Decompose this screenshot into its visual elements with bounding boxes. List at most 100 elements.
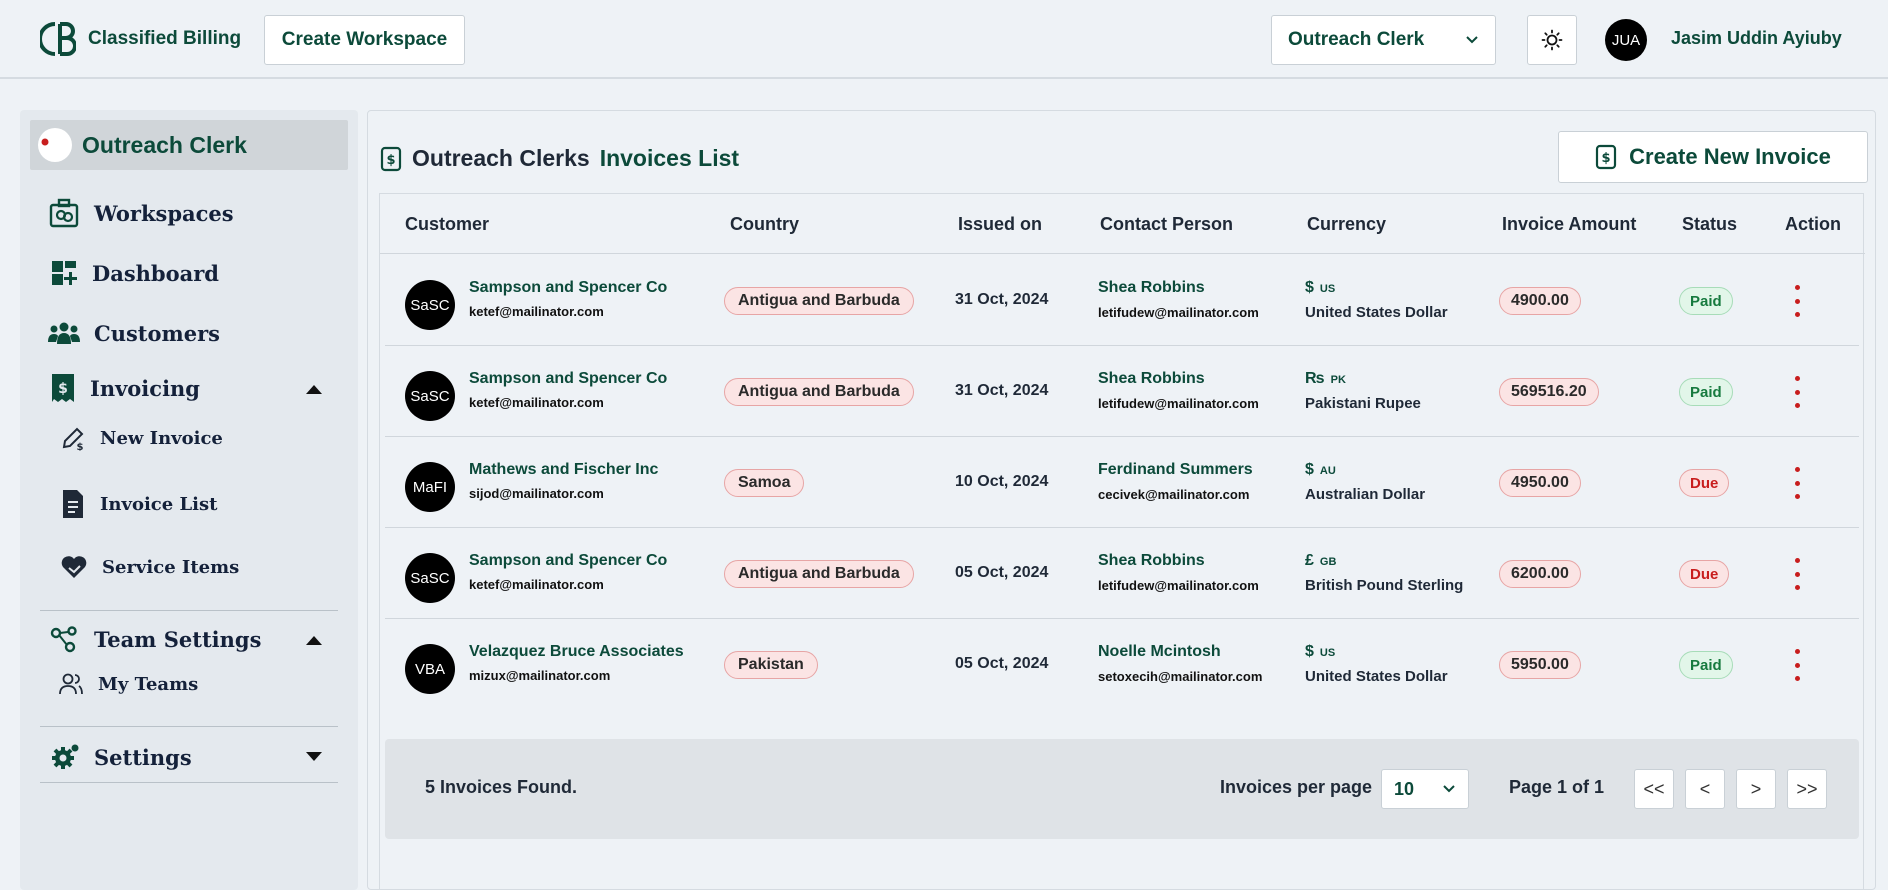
column-header-issued-on[interactable]: Issued on (958, 214, 1043, 234)
customer-name[interactable]: Sampson and Spencer Co (469, 279, 668, 296)
currency-name: United States Dollar (1305, 304, 1448, 321)
column-header-action: Action (1785, 214, 1841, 234)
last-page-button[interactable]: >> (1787, 769, 1827, 809)
main-panel: $ Outreach Clerks Invoices List $ Create… (367, 110, 1876, 890)
column-header-contact-person[interactable]: Contact Person (1100, 214, 1234, 234)
svg-text:$: $ (1602, 151, 1611, 166)
column-header-customer[interactable]: Customer (405, 214, 490, 234)
customer-email: ketef@mailinator.com (469, 577, 604, 592)
page-title-suffix: Invoices List (599, 145, 740, 171)
contact-email: letifudew@mailinator.com (1098, 396, 1259, 411)
sidebar-item-dashboard-label: Dashboard (92, 260, 219, 286)
currency-code: GB (1319, 556, 1337, 568)
currency-symbol-text: $ (1305, 279, 1314, 296)
customer-avatar: SaSC (405, 371, 455, 421)
table-row[interactable]: SaSC Sampson and Spencer Co ketef@mailin… (385, 255, 1859, 346)
create-new-invoice-button[interactable]: $ Create New Invoice (1558, 131, 1868, 183)
first-page-button[interactable]: << (1634, 769, 1674, 809)
workspaces-icon (49, 198, 79, 228)
sidebar-item-my-teams[interactable]: My Teams (58, 672, 198, 696)
create-workspace-button[interactable]: Create Workspace (264, 15, 465, 65)
workspace-select[interactable]: Outreach Clerk (1271, 15, 1496, 65)
heart-hand-icon (61, 556, 87, 578)
issued-date: 10 Oct, 2024 (955, 473, 1049, 490)
column-header-invoice-amount[interactable]: Invoice Amount (1502, 214, 1637, 234)
sidebar-item-dashboard[interactable]: Dashboard (50, 259, 219, 287)
contact-email: letifudew@mailinator.com (1098, 305, 1259, 320)
pencil-dollar-icon: $ (62, 427, 84, 451)
team-settings-collapse-caret-icon[interactable] (306, 636, 322, 645)
customer-name[interactable]: Sampson and Spencer Co (469, 370, 668, 387)
user-name[interactable]: Jasim Uddin Ayiuby (1671, 28, 1842, 48)
contact-name: Shea Robbins (1098, 279, 1205, 296)
sidebar-item-invoice-list-label: Invoice List (100, 493, 218, 515)
sidebar-item-settings-label: Settings (94, 744, 192, 770)
sidebar-item-customers[interactable]: Customers (48, 320, 220, 346)
row-actions-menu-icon[interactable] (1787, 558, 1807, 590)
theme-toggle-button[interactable] (1527, 15, 1577, 65)
currency-name: United States Dollar (1305, 668, 1448, 685)
team-settings-icon (50, 626, 77, 653)
country-badge: Antigua and Barbuda (724, 378, 914, 406)
column-header-status[interactable]: Status (1682, 214, 1738, 234)
create-new-invoice-label: Create New Invoice (1629, 144, 1831, 169)
table-header: Customer Country Issued on Contact Perso… (380, 194, 1865, 254)
sidebar-item-new-invoice[interactable]: $ New Invoice (60, 425, 223, 451)
chevron-down-icon (1443, 785, 1455, 793)
sidebar-item-workspaces[interactable]: Workspaces (48, 197, 234, 229)
next-page-button[interactable]: > (1736, 769, 1776, 809)
page-title: $ Outreach Clerks Invoices List (380, 145, 739, 172)
svg-text:$: $ (386, 153, 395, 168)
currency-code: AU (1319, 465, 1336, 477)
customer-avatar: SaSC (405, 553, 455, 603)
table-row[interactable]: SaSC Sampson and Spencer Co ketef@mailin… (385, 346, 1859, 437)
customer-name[interactable]: Velazquez Bruce Associates (469, 643, 684, 660)
column-header-currency[interactable]: Currency (1307, 214, 1387, 234)
sidebar-workspace-header[interactable]: Outreach Clerk (30, 120, 348, 170)
row-actions-menu-icon[interactable] (1787, 467, 1807, 499)
row-actions-menu-icon[interactable] (1787, 285, 1807, 317)
table-row[interactable]: MaFI Mathews and Fischer Inc sijod@maili… (385, 437, 1859, 528)
per-page-select[interactable]: 10 (1381, 769, 1469, 809)
sidebar-item-team-settings[interactable]: Team Settings (48, 625, 261, 653)
invoice-dollar-icon: $ (380, 146, 402, 171)
row-actions-menu-icon[interactable] (1787, 376, 1807, 408)
user-avatar[interactable]: JUA (1605, 19, 1647, 61)
sidebar-item-my-teams-label: My Teams (98, 673, 199, 695)
sidebar: Outreach Clerk Workspaces Dashboard Cus (20, 110, 358, 890)
contact-email: letifudew@mailinator.com (1098, 578, 1259, 593)
per-page-label: Invoices per page (1220, 777, 1373, 797)
invoices-table: Customer Country Issued on Contact Perso… (379, 193, 1865, 890)
sidebar-item-invoice-list[interactable]: Invoice List (60, 488, 217, 520)
invoicing-collapse-caret-icon[interactable] (306, 385, 322, 394)
sidebar-item-invoicing-label: Invoicing (90, 375, 200, 401)
sidebar-item-invoicing[interactable]: $ Invoicing (50, 372, 200, 404)
invoice-icon: $ (52, 374, 74, 402)
currency-symbol: $ US (1305, 279, 1335, 297)
sidebar-item-service-items[interactable]: Service Items (60, 554, 239, 580)
currency-code: US (1319, 283, 1336, 295)
row-actions-menu-icon[interactable] (1787, 649, 1807, 681)
settings-expand-caret-icon[interactable] (306, 752, 322, 761)
previous-page-button[interactable]: < (1685, 769, 1725, 809)
currency-symbol: £ GB (1305, 552, 1336, 570)
invoice-amount-badge: 5950.00 (1499, 651, 1581, 679)
customer-avatar: VBA (405, 644, 455, 694)
table-row[interactable]: SaSC Sampson and Spencer Co ketef@mailin… (385, 528, 1859, 619)
table-row[interactable]: VBA Velazquez Bruce Associates mizux@mai… (385, 619, 1859, 710)
currency-name: Pakistani Rupee (1305, 395, 1421, 412)
column-header-country[interactable]: Country (730, 214, 799, 234)
customer-name[interactable]: Mathews and Fischer Inc (469, 461, 659, 478)
brand[interactable]: Classified Billing (40, 20, 241, 58)
users-outline-icon (59, 673, 83, 695)
currency-symbol: ₨ PK (1305, 370, 1346, 388)
sidebar-item-customers-label: Customers (94, 320, 220, 346)
dashboard-icon (52, 261, 77, 285)
sidebar-item-settings[interactable]: Settings (50, 742, 192, 772)
issued-date: 05 Oct, 2024 (955, 655, 1049, 672)
status-badge: Paid (1679, 651, 1733, 679)
workspace-logo (38, 128, 72, 162)
customer-name[interactable]: Sampson and Spencer Co (469, 552, 668, 569)
sidebar-divider (40, 610, 338, 611)
issued-date: 31 Oct, 2024 (955, 291, 1049, 308)
